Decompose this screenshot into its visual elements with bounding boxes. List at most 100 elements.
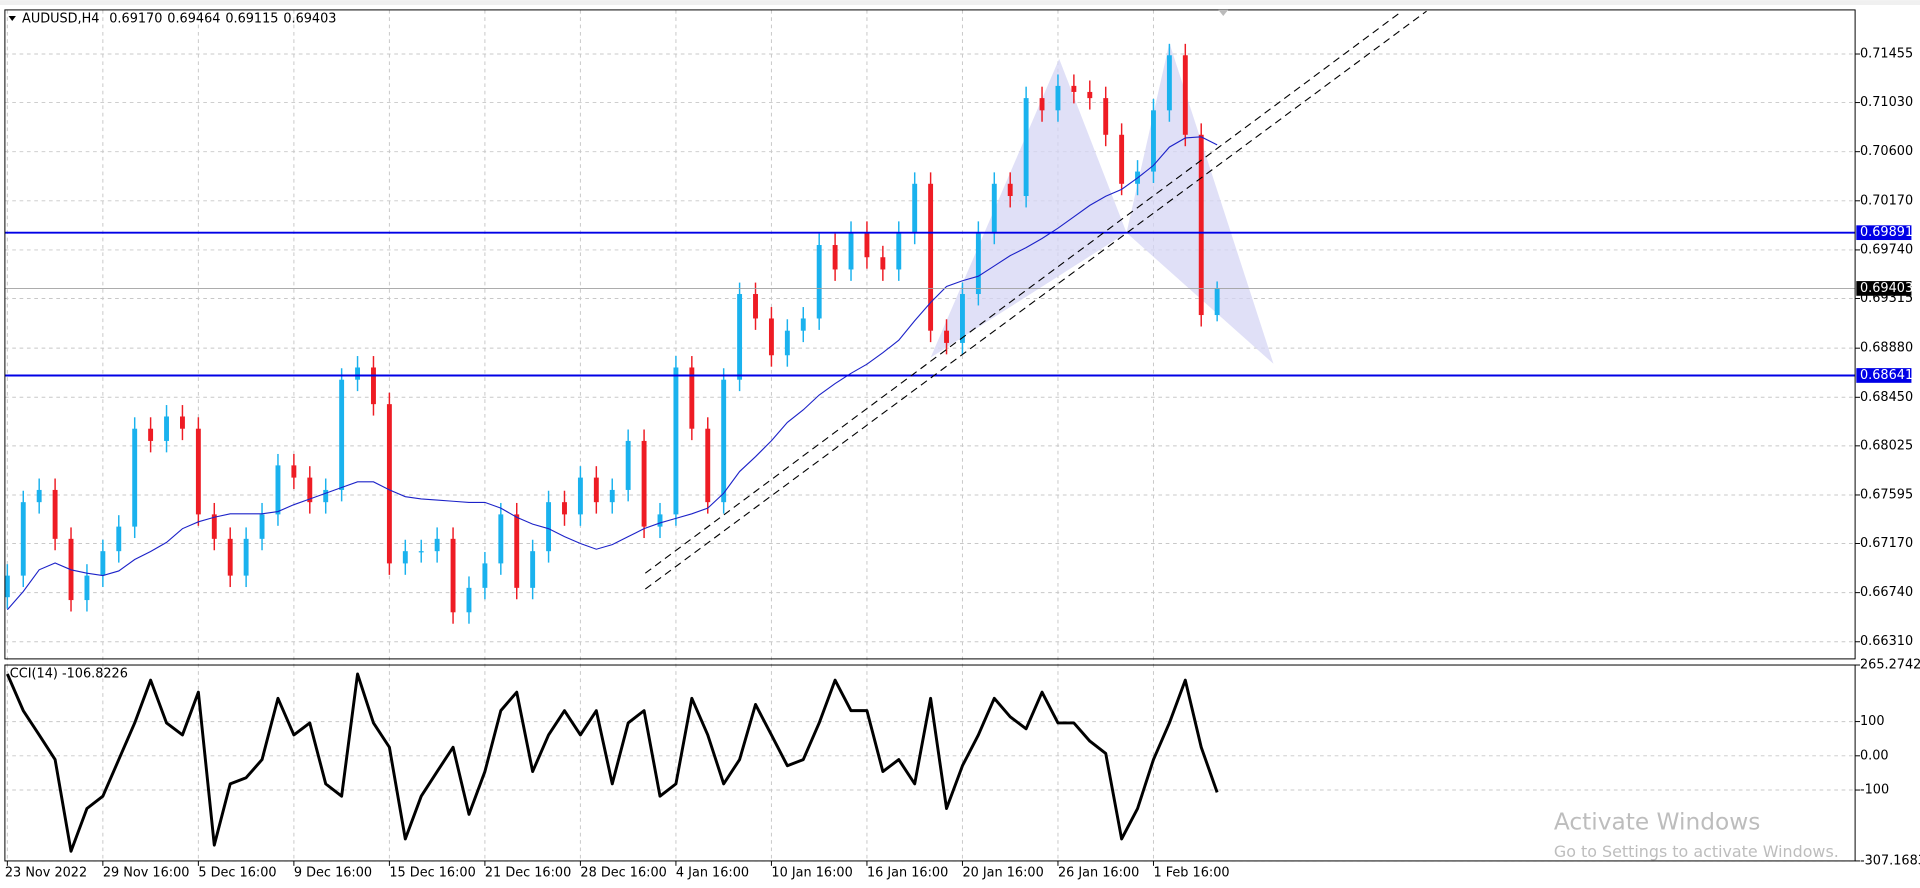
candle-body [180, 416, 185, 429]
candle-body [1103, 98, 1109, 135]
candle-body [466, 587, 472, 613]
candle-body [450, 538, 456, 613]
candle-body [402, 551, 408, 564]
candle-body [832, 245, 838, 270]
candle-body [864, 232, 870, 258]
candle-body [593, 477, 599, 503]
candle-body [52, 489, 58, 539]
trend-line [644, 10, 1403, 574]
candle-body [227, 538, 233, 576]
candle-body [816, 245, 822, 319]
candle-body [705, 428, 711, 503]
candle-body [148, 428, 154, 441]
y-tick-label: 0.70170 [1860, 193, 1913, 208]
candle-body [1007, 183, 1013, 197]
candle-body [116, 526, 122, 552]
candle-body [1166, 55, 1172, 111]
candle-body [1151, 110, 1156, 172]
candle-body [912, 183, 918, 233]
level-tag [1856, 225, 1912, 241]
y-tick-label: 265.2742 [1860, 658, 1920, 673]
candle-body [784, 330, 790, 356]
y-tick-label: 0.67170 [1860, 536, 1913, 551]
candle-body [1182, 55, 1188, 135]
candle-body [132, 428, 138, 527]
watermark-subtitle: Go to Settings to activate Windows. [1554, 842, 1839, 861]
candle-body [975, 232, 981, 295]
candle-body [1039, 98, 1045, 111]
candle-body [323, 489, 329, 503]
price-label: 0.69403 [1860, 281, 1913, 296]
candle-body [20, 502, 26, 576]
indicator-line [5, 672, 1219, 853]
candle-body [164, 416, 169, 441]
x-tick-label: 16 Jan 16:00 [867, 866, 948, 881]
candle-body [944, 330, 949, 343]
candle-body [1023, 98, 1029, 197]
y-tick-label: 0.00 [1860, 748, 1889, 763]
y-tick-label: 0.66740 [1860, 585, 1913, 600]
candle-body [530, 551, 536, 588]
cci-header: CCI(14) -106.8226 [10, 666, 128, 681]
trend-line [644, 10, 1427, 590]
candle-body [514, 514, 520, 588]
y-tick-label: 0.68025 [1860, 438, 1913, 453]
level-label: 0.69891 [1860, 225, 1913, 240]
candle-body [1119, 134, 1125, 184]
quote-header: AUDUSD,H4 0.69170 0.69464 0.69115 0.69403 [22, 11, 336, 26]
watermark-title: Activate Windows [1554, 808, 1760, 835]
x-tick-label: 23 Nov 2022 [5, 866, 87, 881]
candle-body [275, 465, 281, 515]
candle-body [498, 514, 504, 564]
price-marks [4, 43, 1856, 624]
candle-body [562, 502, 567, 515]
candle-body [960, 294, 965, 343]
candle-body [418, 551, 424, 553]
candle-body [577, 477, 583, 515]
candle-body [673, 367, 679, 515]
candle-body [291, 465, 297, 478]
y-tick-label: 0.69740 [1860, 242, 1913, 257]
indicator-value: -106.8226 [62, 666, 128, 681]
quote-value: 0.69170 [109, 11, 162, 26]
moving-average [6, 136, 1218, 611]
y-tick-label: 0.68880 [1860, 341, 1913, 356]
indicator-name: CCI(14) [10, 666, 58, 681]
x-tick-label: 21 Dec 16:00 [485, 866, 571, 881]
candle-body [657, 514, 663, 527]
candle-body [355, 367, 360, 380]
candle-body [386, 404, 392, 564]
shift-marker [1218, 9, 1229, 17]
menu-arrow[interactable] [8, 16, 16, 21]
y-tick-label: 0.71455 [1860, 47, 1913, 62]
x-tick-label: 9 Dec 16:00 [294, 866, 372, 881]
x-tick-label: 5 Dec 16:00 [198, 866, 276, 881]
candle-body [1087, 91, 1093, 99]
y-tick-label: 0.67595 [1860, 487, 1913, 502]
candle-body [896, 232, 902, 270]
symbol: AUDUSD,H4 [22, 11, 99, 26]
candle-body [991, 183, 997, 233]
candle-body [195, 428, 201, 515]
candle-body [768, 318, 774, 356]
y-tick-label: -307.1683 [1860, 853, 1920, 868]
x-tick-label: 10 Jan 16:00 [771, 866, 852, 881]
candle-body [1055, 85, 1061, 111]
candle-body [800, 318, 806, 331]
candle-body [339, 379, 345, 490]
candle-body [482, 563, 488, 588]
level-label: 0.68641 [1860, 368, 1913, 383]
price-panel-frame [4, 9, 1856, 660]
x-tick-label: 1 Feb 16:00 [1153, 866, 1229, 881]
candle-body [928, 183, 934, 331]
candle-body [84, 575, 90, 601]
candle-body [259, 514, 265, 539]
tab-strip [0, 0, 1920, 6]
candle-body [609, 489, 615, 503]
x-tick-label: 28 Dec 16:00 [580, 866, 666, 881]
candle-body [371, 367, 376, 405]
